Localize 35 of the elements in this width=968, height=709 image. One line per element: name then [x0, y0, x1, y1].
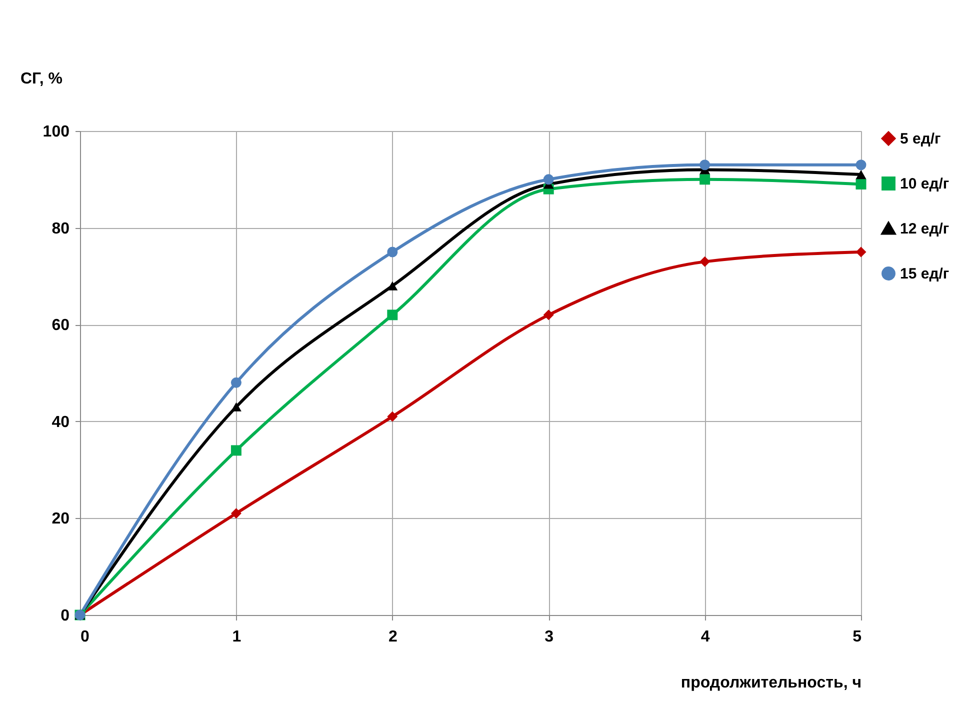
- x-tick-label: 1: [232, 628, 242, 646]
- point: [543, 174, 554, 185]
- point: [387, 411, 398, 422]
- x-tick-label: 4: [700, 628, 710, 646]
- legend-label: 15 ед/г: [900, 266, 950, 282]
- x-tick-label: 3: [544, 628, 554, 646]
- y-axis-title: СГ, %: [20, 70, 62, 88]
- y-tick-label: 60: [52, 317, 70, 334]
- point: [700, 256, 710, 267]
- point: [856, 160, 866, 170]
- point: [387, 310, 398, 320]
- y-tick-label: 20: [52, 510, 70, 528]
- point: [230, 402, 242, 412]
- point: [230, 377, 242, 388]
- point: [543, 310, 554, 320]
- point: [230, 508, 242, 519]
- x-tick-label: 2: [388, 628, 398, 646]
- point: [230, 445, 242, 456]
- point: [856, 170, 866, 180]
- point: [856, 178, 866, 190]
- y-tick-label: 0: [60, 608, 70, 624]
- x-tick-label: 5: [852, 628, 862, 646]
- x-axis-title: продолжительность, ч: [680, 674, 862, 692]
- point: [700, 174, 710, 185]
- point: [387, 246, 398, 258]
- y-tick-label: 80: [52, 220, 70, 238]
- y-tick-label: 40: [52, 414, 70, 431]
- x-tick-label: 0: [80, 628, 90, 646]
- legend-label: 5 ед/г: [900, 130, 941, 148]
- y-tick-label: 100: [42, 124, 70, 140]
- point: [387, 281, 398, 290]
- legend-label: 10 ед/г: [900, 176, 950, 192]
- point: [700, 160, 710, 170]
- point: [856, 246, 866, 258]
- legend-label: 12 ед/г: [900, 220, 950, 238]
